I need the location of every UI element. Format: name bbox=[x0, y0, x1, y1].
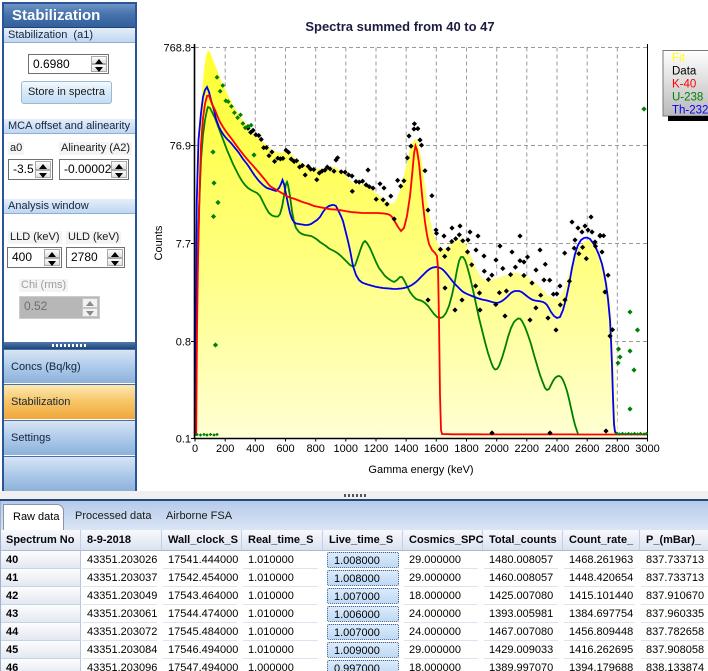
svg-text:K-40: K-40 bbox=[672, 79, 696, 91]
svg-text:Fit: Fit bbox=[672, 53, 686, 65]
svg-text:600: 600 bbox=[276, 443, 294, 455]
svg-text:U-238: U-238 bbox=[672, 92, 703, 104]
svg-text:2400: 2400 bbox=[545, 443, 569, 455]
svg-text:3000: 3000 bbox=[635, 443, 659, 455]
svg-text:768.8: 768.8 bbox=[163, 43, 191, 55]
svg-text:2600: 2600 bbox=[575, 443, 599, 455]
svg-text:1000: 1000 bbox=[334, 443, 358, 455]
svg-text:0: 0 bbox=[192, 443, 198, 455]
svg-text:2000: 2000 bbox=[484, 443, 508, 455]
svg-text:0.8: 0.8 bbox=[176, 337, 191, 349]
svg-text:Gamma energy (keV): Gamma energy (keV) bbox=[368, 464, 473, 476]
svg-text:400: 400 bbox=[246, 443, 264, 455]
svg-text:1800: 1800 bbox=[454, 443, 478, 455]
svg-text:Counts: Counts bbox=[153, 225, 165, 260]
svg-text:2800: 2800 bbox=[605, 443, 629, 455]
svg-text:1600: 1600 bbox=[424, 443, 448, 455]
svg-text:1400: 1400 bbox=[394, 443, 418, 455]
svg-text:1200: 1200 bbox=[364, 443, 388, 455]
svg-text:Th-232: Th-232 bbox=[672, 105, 708, 117]
svg-text:76.9: 76.9 bbox=[170, 141, 191, 153]
svg-text:Spectra summed from 40 to 47: Spectra summed from 40 to 47 bbox=[305, 19, 494, 34]
svg-text:800: 800 bbox=[307, 443, 325, 455]
svg-text:7.7: 7.7 bbox=[176, 239, 191, 251]
svg-text:0.1: 0.1 bbox=[176, 434, 191, 446]
svg-text:200: 200 bbox=[216, 443, 234, 455]
svg-text:2200: 2200 bbox=[515, 443, 539, 455]
svg-text:Data: Data bbox=[672, 66, 697, 78]
